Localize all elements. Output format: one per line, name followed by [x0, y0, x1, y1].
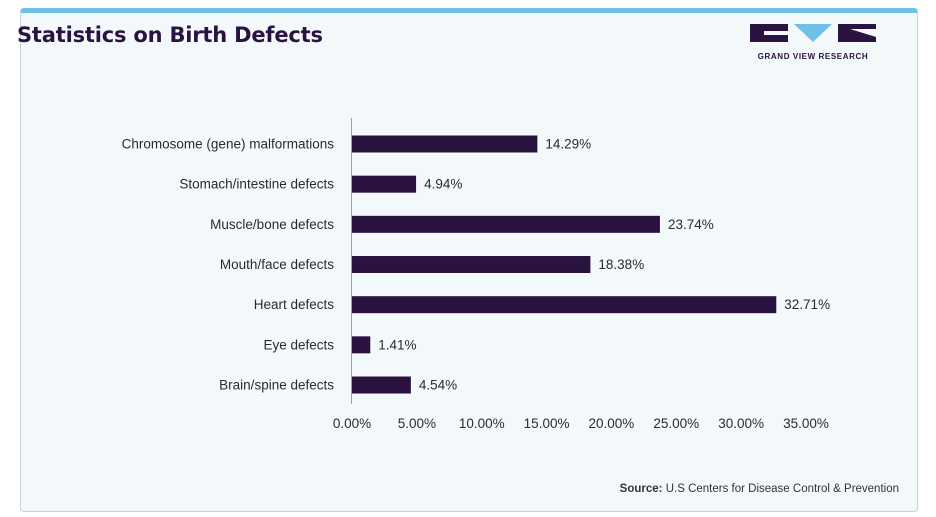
category-label: Chromosome (gene) malformations [122, 137, 335, 152]
data-label: 4.94% [424, 177, 462, 192]
x-tick-label: 0.00% [333, 416, 371, 431]
grand-view-research-logo [750, 24, 876, 42]
category-label: Mouth/face defects [220, 257, 334, 272]
bar [352, 296, 777, 314]
bar [352, 175, 417, 193]
data-label: 4.54% [419, 378, 457, 393]
x-tick-label: 25.00% [653, 416, 699, 431]
data-label: 23.74% [668, 217, 714, 232]
bar [352, 376, 411, 394]
category-label: Brain/spine defects [219, 378, 334, 393]
bar [352, 336, 371, 354]
x-tick-label: 30.00% [718, 416, 764, 431]
x-tick-label: 20.00% [589, 416, 635, 431]
x-tick-label: 5.00% [398, 416, 436, 431]
logo-text: GRAND VIEW RESEARCH [757, 52, 869, 61]
category-label: Stomach/intestine defects [179, 177, 334, 192]
bar [352, 135, 538, 153]
data-label: 1.41% [378, 337, 416, 352]
source-text: U.S Centers for Disease Control & Preven… [665, 483, 899, 495]
source-label: Source: [619, 483, 663, 495]
x-tick-label: 10.00% [459, 416, 505, 431]
data-label: 32.71% [784, 297, 830, 312]
x-tick-label: 35.00% [783, 416, 829, 431]
category-label: Muscle/bone defects [210, 217, 334, 232]
data-label: 14.29% [545, 137, 591, 152]
source-note: Source: U.S Centers for Disease Control … [620, 483, 899, 495]
page-title: Statistics on Birth Defects [17, 23, 323, 47]
bar [352, 256, 591, 274]
category-label: Heart defects [254, 297, 335, 312]
category-label: Eye defects [263, 337, 334, 352]
bar [352, 215, 660, 233]
data-label: 18.38% [598, 257, 644, 272]
x-tick-label: 15.00% [524, 416, 570, 431]
